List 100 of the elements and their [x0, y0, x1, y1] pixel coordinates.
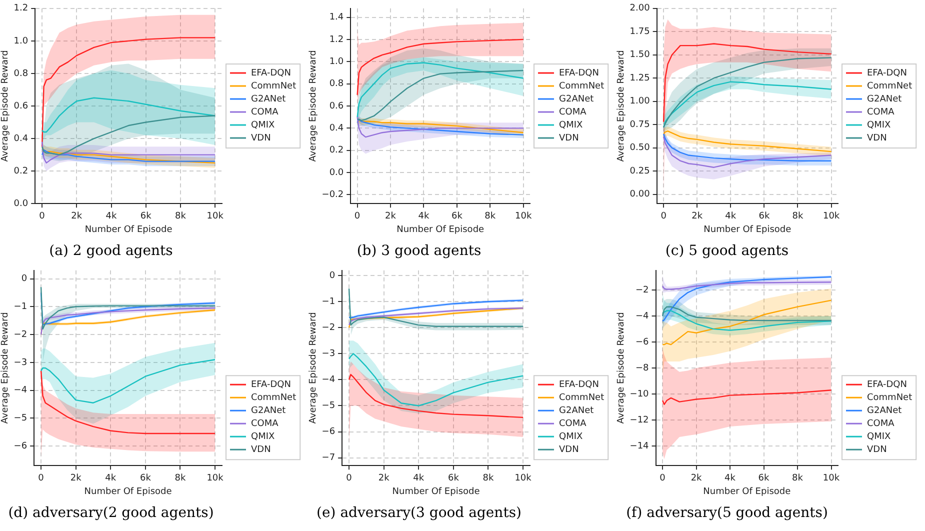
y-tick-label: 0 [329, 270, 336, 281]
x-tick-label: 10k [206, 473, 224, 484]
legend-label: COMA [867, 418, 896, 429]
legend-label: QMIX [867, 432, 891, 442]
x-tick-label: 8k [174, 211, 187, 222]
x-tick-label: 0 [354, 211, 360, 222]
y-tick-label: −8 [636, 363, 650, 374]
legend-label: EFA-DQN [559, 68, 599, 78]
x-tick-label: 10k [822, 473, 840, 484]
y-tick-label: −3 [14, 358, 28, 368]
legend-label: G2ANet [867, 406, 902, 416]
legend-label: QMIX [251, 432, 275, 442]
x-tick-label: 8k [792, 473, 804, 484]
x-tick-label: 6k [140, 211, 152, 222]
y-tick-label: 0.2 [14, 166, 28, 176]
y-tick-label: −6 [636, 337, 650, 348]
y-tick-label: 0.0 [329, 168, 344, 178]
x-tick-label: 4k [418, 211, 430, 222]
x-tick-label: 10k [206, 211, 224, 222]
y-axis-title: Average Episode Reward [0, 312, 11, 424]
legend-label: VDN [867, 133, 887, 144]
x-tick-label: 6k [451, 211, 464, 222]
x-tick-label: 2k [71, 211, 83, 222]
legend-label: COMA [251, 418, 280, 429]
legend-label: COMA [867, 107, 896, 118]
legend-label: EFA-DQN [251, 380, 291, 390]
y-tick-label: −4 [14, 386, 28, 396]
legend-label: COMA [559, 107, 588, 118]
y-axis-title: Average Episode Reward [308, 50, 319, 162]
y-tick-label: 1.0 [14, 36, 28, 46]
legend-label: VDN [867, 444, 887, 455]
y-tick-label: −6 [322, 427, 336, 438]
x-tick-label: 4k [725, 211, 737, 222]
y-tick-label: 0.2 [329, 146, 344, 156]
text: (d) adversary(2 good agents) [8, 505, 214, 522]
x-tick-label: 2k [378, 473, 390, 484]
y-axis-title: Average Episode Reward [616, 312, 627, 424]
y-tick-label: 1.4 [329, 12, 344, 23]
text: (b) 3 good agents [356, 243, 482, 260]
legend-label: G2ANet [251, 94, 286, 104]
legend-label: CommNet [867, 81, 913, 92]
y-tick-label: 0.6 [14, 101, 28, 112]
y-tick-label: 0.4 [329, 124, 344, 134]
legend-label: CommNet [559, 81, 605, 92]
y-tick-label: −7 [322, 453, 336, 464]
x-tick-label: 0 [346, 473, 352, 484]
x-tick-label: 8k [792, 211, 804, 222]
legend-label: EFA-DQN [867, 380, 907, 390]
x-tick-label: 6k [140, 473, 152, 484]
y-tick-label: −5 [14, 414, 28, 424]
y-tick-label: 1.50 [630, 50, 650, 60]
x-axis-title: Number Of Episode [84, 487, 172, 498]
y-tick-label: 0.25 [630, 166, 650, 176]
y-tick-label: −2 [636, 285, 649, 296]
x-tick-label: 4k [105, 473, 117, 484]
y-tick-label: −2 [14, 330, 28, 340]
legend-label: VDN [251, 444, 271, 455]
y-tick-label: −1 [322, 296, 336, 307]
x-tick-label: 10k [514, 473, 532, 484]
y-tick-label: 0.00 [630, 190, 650, 200]
y-tick-label: 0.8 [14, 68, 28, 79]
legend-label: COMA [251, 107, 280, 118]
text: (c) 5 good agents [665, 243, 789, 260]
y-tick-label: 2.00 [630, 4, 650, 14]
y-tick-label: −5 [322, 401, 336, 412]
legend-label: EFA-DQN [251, 68, 291, 78]
x-tick-label: 2k [692, 211, 704, 222]
x-tick-label: 0 [660, 473, 666, 484]
legend-label: QMIX [251, 120, 275, 130]
text: (a) 2 good agents [49, 243, 173, 260]
x-tick-label: 8k [484, 211, 496, 222]
y-tick-label: −12 [630, 415, 649, 426]
y-tick-label: 0.50 [630, 143, 650, 154]
legend-label: CommNet [867, 392, 913, 403]
x-tick-label: 4k [106, 211, 118, 222]
y-tick-label: 0.8 [329, 79, 344, 90]
x-axis-title: Number Of Episode [84, 225, 173, 236]
legend-label: CommNet [251, 81, 297, 92]
y-tick-label: −2 [322, 323, 336, 333]
legend-label: G2ANet [559, 406, 594, 416]
x-axis-title: Number Of Episode [704, 225, 792, 236]
y-tick-label: −10 [630, 389, 650, 400]
x-tick-label: 8k [174, 473, 186, 484]
y-tick-label: −3 [322, 349, 336, 360]
y-tick-label: −14 [630, 441, 650, 452]
x-axis-title: Number Of Episode [392, 487, 480, 498]
x-tick-label: 0 [39, 211, 46, 222]
y-tick-label: 0.75 [630, 120, 650, 130]
text: (f) adversary(5 good agents) [626, 505, 828, 522]
x-tick-label: 2k [385, 211, 397, 222]
legend-label: CommNet [559, 392, 605, 403]
text: (e) adversary(3 good agents) [316, 505, 522, 522]
y-axis-title: Average Episode Reward [0, 50, 11, 162]
x-tick-label: 4k [724, 473, 736, 484]
x-tick-label: 4k [413, 473, 425, 484]
y-tick-label: 1.2 [14, 4, 28, 14]
y-tick-label: 0.6 [329, 101, 344, 112]
y-tick-label: 0.4 [14, 134, 28, 144]
x-tick-label: 10k [515, 211, 532, 222]
y-tick-label: 1.75 [630, 26, 650, 37]
